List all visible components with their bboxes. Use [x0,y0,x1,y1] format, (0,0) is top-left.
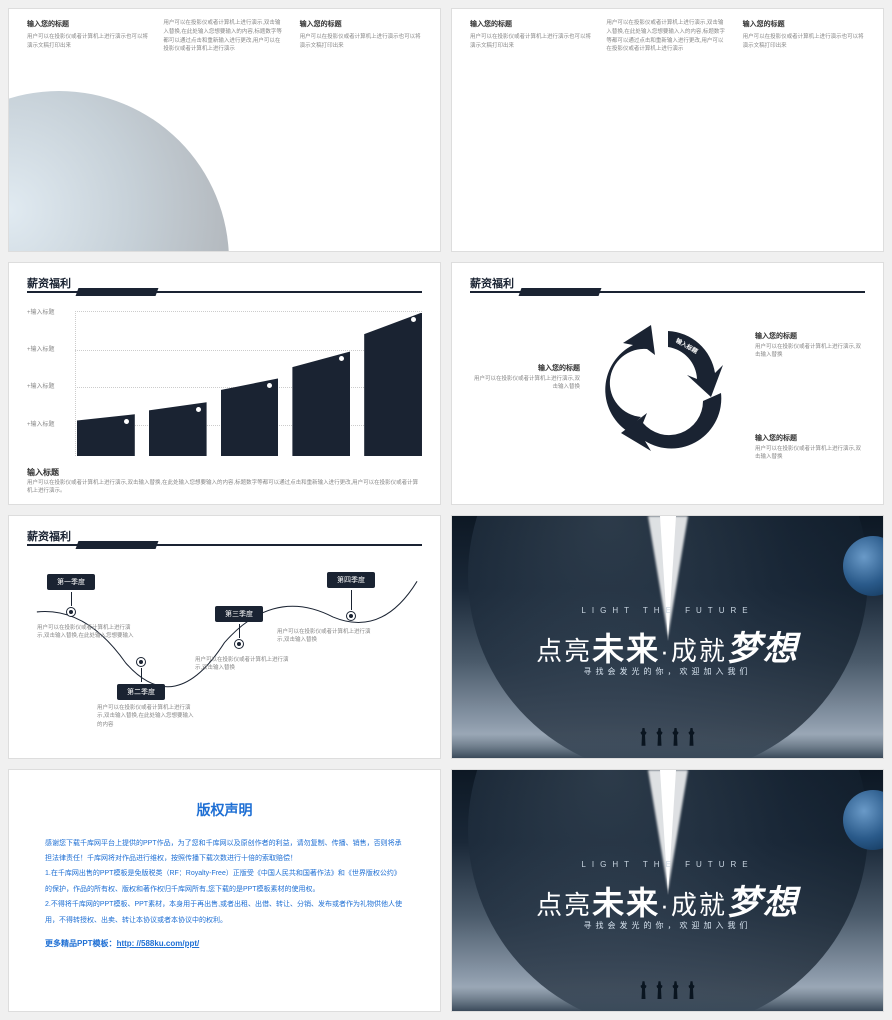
slide-3-barchart: 薪资福利 +输入标题 +输入标题 +输入标题 +输入标题 输入标题 用户可以在投… [8,262,441,506]
slide-6-hero: LIGHT THE FUTURE 点亮未来·成就梦想 寻找会发光的你，欢迎加入我… [451,515,884,759]
copyright-more: 更多精品PPT模板：http: //588ku.com/ppt/ [45,938,404,949]
col-title: 输入您的标题 [743,19,865,29]
chart-area: +输入标题 +输入标题 +输入标题 +输入标题 [27,307,422,457]
slide-5-timeline: 薪资福利 第一季度 用户可以在投影仪或者计算机上进行演示,双击输入替换,在此处输… [8,515,441,759]
people-silhouette [639,728,697,746]
item-text: 用户可以在投影仪或者计算机上进行演示,双击输入替换 [470,375,580,392]
cycle-diagram: 输入标题 输入标题 输入标题 [603,323,733,453]
timeline-node: 第二季度 用户可以在投影仪或者计算机上进行演示,双击输入替换,在此处输入您想要输… [117,658,165,700]
node-label: 第三季度 [215,606,263,622]
slide-8-hero: LIGHT THE FUTURE 点亮未来·成就梦想 寻找会发光的你，欢迎加入我… [451,769,884,1013]
ylabel: +输入标题 [27,307,55,316]
timeline-node: 第三季度 用户可以在投影仪或者计算机上进行演示,双击输入替换 [215,606,263,648]
col-text: 用户可以在投影仪或者计算机上进行演示也可以将演示文稿打印出来 [27,33,149,51]
slide-title: 薪资福利 [470,275,514,291]
timeline-node: 第四季度 用户可以在投影仪或者计算机上进行演示,双击输入替换 [327,572,375,620]
cycle-item: 输入您的标题 用户可以在投影仪或者计算机上进行演示,双击输入替换 [755,433,865,462]
hero-sub: 寻找会发光的你，欢迎加入我们 [452,920,883,931]
node-label: 第四季度 [327,572,375,588]
hero-sub: 寻找会发光的你，欢迎加入我们 [452,666,883,677]
col-text: 用户可以在投影仪或者计算机上进行演示也可以将演示文稿打印出来 [743,33,865,51]
col-text: 用户可以在投影仪或者计算机上进行演示,双击输入替换,在此处输入您想要输入的内容,… [163,19,285,54]
node-label: 第一季度 [47,574,95,590]
item-title: 输入您的标题 [470,363,580,373]
title-bar [470,291,865,293]
hero-title: 点亮未来·成就梦想 [452,875,883,924]
slide-1: 输入您的标题 用户可以在投影仪或者计算机上进行演示也可以将演示文稿打印出来 用户… [8,8,441,252]
title-bar [27,544,422,546]
slide-4-cycle: 薪资福利 输入标题 输入标题 输入标题 输入您的标题 用户可以在投影仪或者计算机… [451,262,884,506]
ylabel: +输入标题 [27,419,55,428]
node-text: 用户可以在投影仪或者计算机上进行演示,双击输入替换 [195,656,295,673]
ylabel: +输入标题 [27,344,55,353]
col-text: 用户可以在投影仪或者计算机上进行演示,双击输入替换,在此处输入您想要输入入的内容… [606,19,728,54]
col-text: 用户可以在投影仪或者计算机上进行演示也可以将演示文稿打印出来 [300,33,422,51]
slide-title: 薪资福利 [27,275,71,291]
col-title: 输入您的标题 [27,19,149,29]
hero-eng: LIGHT THE FUTURE [452,860,883,869]
slide-7-copyright: 版权声明 感谢您下载千库网平台上提供的PPT作品，为了您和千库网以及原创作者的利… [8,769,441,1013]
title-bar [27,291,422,293]
people-silhouette [639,981,697,999]
cycle-item: 输入您的标题 用户可以在投影仪或者计算机上进行演示,双击输入替换 [470,363,580,392]
earth-bg [8,91,229,252]
item-title: 输入您的标题 [755,331,865,341]
item-text: 用户可以在投影仪或者计算机上进行演示,双击输入替换 [755,445,865,462]
ylabel: +输入标题 [27,381,55,390]
col-title: 输入您的标题 [300,19,422,29]
cycle-item: 输入您的标题 用户可以在投影仪或者计算机上进行演示,双击输入替换 [755,331,865,360]
copyright-title: 版权声明 [45,800,404,820]
slide-2: 输入您的标题 用户可以在投影仪或者计算机上进行演示也可以将演示文稿打印出来 用户… [451,8,884,252]
col-text: 用户可以在投影仪或者计算机上进行演示也可以将演示文稿打印出来 [470,33,592,51]
hero-title: 点亮未来·成就梦想 [452,621,883,670]
slide-title: 薪资福利 [27,528,71,544]
hero-eng: LIGHT THE FUTURE [452,606,883,615]
item-title: 输入您的标题 [755,433,865,443]
node-text: 用户可以在投影仪或者计算机上进行演示,双击输入替换,在此处输入您想要输入的内容 [97,704,197,729]
item-text: 用户可以在投影仪或者计算机上进行演示,双击输入替换 [755,343,865,360]
col-title: 输入您的标题 [470,19,592,29]
copyright-text: 感谢您下载千库网平台上提供的PPT作品，为了您和千库网以及原创作者的利益，请勿复… [45,836,404,867]
node-text: 用户可以在投影仪或者计算机上进行演示,双击输入替换,在此处输入您想要输入 [37,624,137,641]
copyright-text: 1.在千库网出售的PPT模板是免版税类（RF：Royalty-Free）正版受《… [45,866,404,897]
node-text: 用户可以在投影仪或者计算机上进行演示,双击输入替换 [277,628,377,645]
footer-text: 用户可以在投影仪或者计算机上进行演示,双击输入替换,在此处输入您想要输入的内容,… [27,479,422,497]
timeline-node: 第一季度 用户可以在投影仪或者计算机上进行演示,双击输入替换,在此处输入您想要输… [47,574,95,616]
footer-title: 输入标题 [27,467,59,478]
copyright-text: 2.不得将千库网的PPT模板、PPT素材，本身用于再出售,或者出租、出借、转让、… [45,897,404,928]
node-label: 第二季度 [117,684,165,700]
